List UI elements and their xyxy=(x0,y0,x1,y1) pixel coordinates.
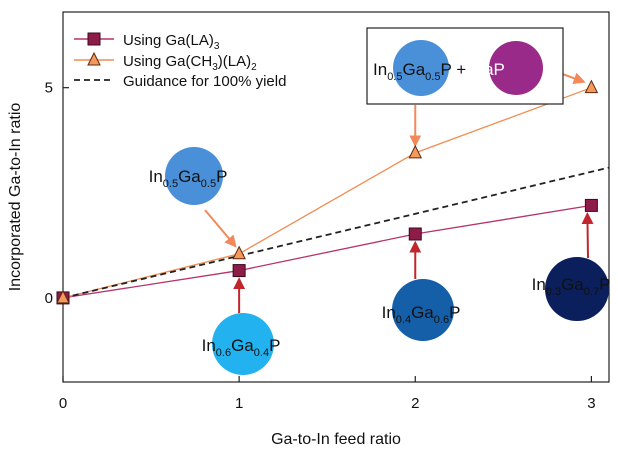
annotation-arrows xyxy=(204,68,594,313)
axis-ticks: 0 1 2 3 0 5 xyxy=(45,80,596,412)
series-line-1 xyxy=(62,87,592,299)
annotation-circle xyxy=(392,279,454,341)
y-tick-label: 0 xyxy=(45,290,53,307)
legend-label-guidance: Guidance for 100% yield xyxy=(123,73,286,90)
x-tick-label: 1 xyxy=(235,395,243,412)
series-line-0 xyxy=(62,204,592,299)
annotation-circle xyxy=(545,257,609,321)
legend: Using Ga(LA)3 Using Ga(CH3)(LA)2 Guidanc… xyxy=(74,32,286,90)
annotation-in05ga05p-left: In0.5Ga0.5P xyxy=(149,147,228,205)
x-tick-label: 2 xyxy=(411,395,419,412)
annotation-label: In0.5Ga0.5P xyxy=(149,167,228,190)
marker-square-1 xyxy=(232,264,246,278)
annotation-in04ga06p: In0.4Ga0.6P xyxy=(382,279,461,341)
series-markers xyxy=(56,79,599,305)
arrow-to-orange-x1 xyxy=(204,209,237,248)
annotation-in06ga04p: In0.6Ga0.4P xyxy=(202,313,281,375)
annotation-label: In0.3Ga0.7P xyxy=(532,275,611,298)
legend-marker-square xyxy=(87,32,101,46)
marker-triangle-1 xyxy=(232,245,246,260)
annotation-label: In0.5Ga0.5P + GaP xyxy=(373,60,505,83)
y-axis-title: Incorporated Ga-to-In ratio xyxy=(7,103,24,292)
legend-marker-triangle xyxy=(87,51,101,66)
annotation-circle xyxy=(165,147,223,205)
series-line-2 xyxy=(62,166,610,299)
legend-label-ga-la3: Using Ga(LA)3 xyxy=(123,32,220,52)
x-tick-label: 3 xyxy=(587,395,595,412)
arrow-to-red-x3 xyxy=(581,212,594,259)
annotation-circle xyxy=(212,313,274,375)
annotation-in05ga05p-gap: In0.5Ga0.5P + GaP xyxy=(366,27,564,105)
series-lines xyxy=(62,87,610,299)
plot-frame xyxy=(62,11,610,383)
marker-square-2 xyxy=(408,227,422,241)
annotation-label: In0.6Ga0.4P xyxy=(202,336,281,359)
annotation-label: In0.4Ga0.6P xyxy=(382,303,461,326)
annotation-in03ga07p: In0.3Ga0.7P xyxy=(532,257,611,321)
x-tick-label: 0 xyxy=(59,395,67,412)
gap-circle xyxy=(489,41,543,95)
annotation-circle xyxy=(393,40,449,96)
y-tick-label: 5 xyxy=(45,80,53,97)
legend-label-ga-ch3-la2: Using Ga(CH3)(LA)2 xyxy=(123,53,257,73)
marker-triangle-3 xyxy=(584,79,599,94)
marker-triangle-2 xyxy=(408,144,423,159)
marker-triangle-0 xyxy=(56,289,70,304)
x-axis-title: Ga-to-In feed ratio xyxy=(271,431,401,448)
marker-square-3 xyxy=(584,198,598,212)
